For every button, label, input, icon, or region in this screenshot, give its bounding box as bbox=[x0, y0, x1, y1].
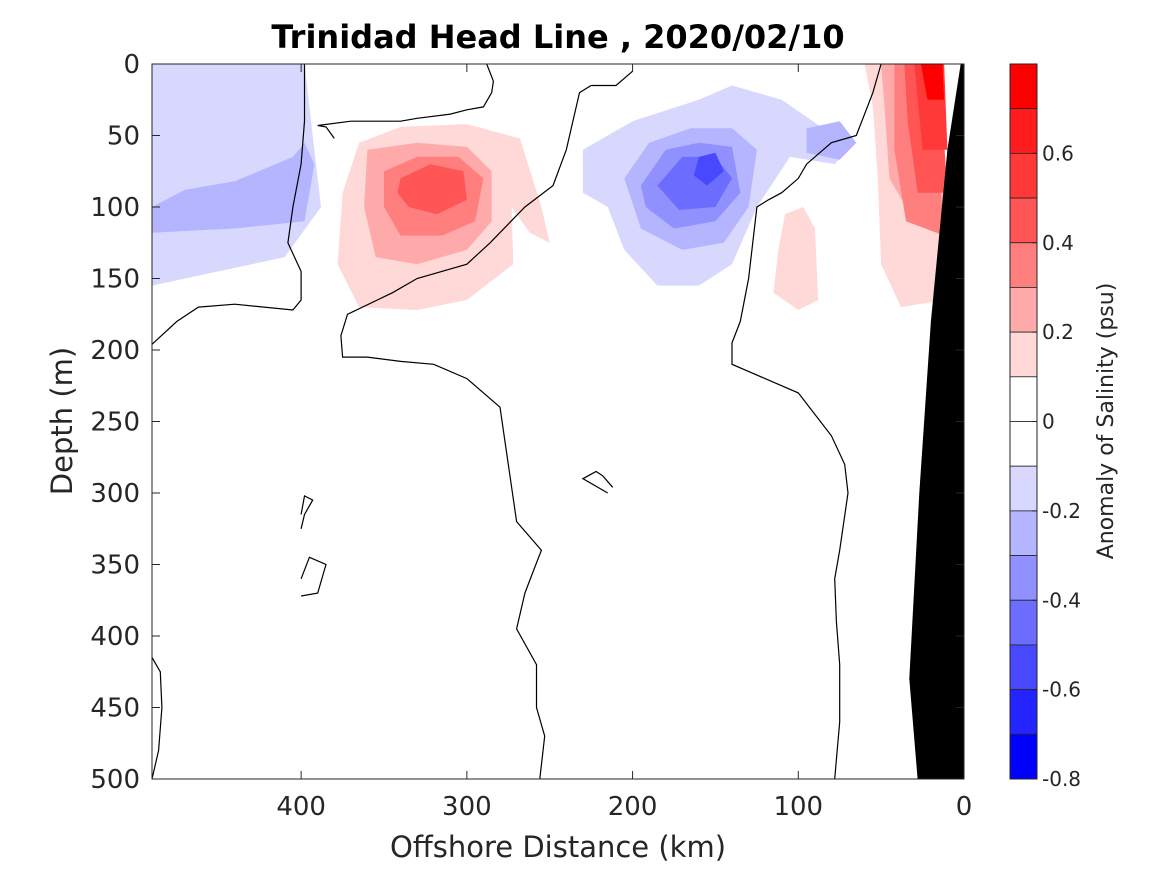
colorbar-swatch-5 bbox=[1009, 287, 1038, 333]
anomaly-region-18 bbox=[920, 64, 945, 100]
x-tick-label: 100 bbox=[773, 792, 823, 822]
y-tick-label: 100 bbox=[90, 193, 140, 223]
plot-area: 400 300 200 100 0 0 50 100 150 200 250 300 350 400 45… bbox=[90, 50, 972, 822]
x-axis: 400 300 200 100 0 bbox=[276, 64, 972, 822]
colorbar-swatch-1 bbox=[1009, 108, 1038, 154]
colorbar-swatch-6 bbox=[1009, 331, 1038, 378]
contour-fills bbox=[152, 64, 948, 310]
y-tick-label: 150 bbox=[90, 265, 140, 295]
x-axis-label: Offshore Distance (km) bbox=[390, 830, 726, 864]
colorbar-swatch-2 bbox=[1009, 152, 1038, 199]
y-tick-label: 350 bbox=[90, 551, 140, 581]
zero-contour-2 bbox=[340, 70, 633, 779]
landmass-shape bbox=[909, 64, 964, 779]
colorbar-swatch-9 bbox=[1009, 465, 1038, 512]
colorbar-swatch-10 bbox=[1009, 510, 1038, 556]
chart-title: Trinidad Head Line , 2020/02/10 bbox=[271, 18, 844, 56]
x-tick-label: 0 bbox=[956, 792, 973, 822]
colorbar-tick-label: -0.4 bbox=[1042, 588, 1081, 612]
colorbar-ticks: 0.6 0.4 0.2 0 -0.2 -0.4 -0.6 -0.8 bbox=[1032, 141, 1081, 791]
anomaly-region-10 bbox=[693, 152, 724, 186]
colorbar-tick-label: -0.2 bbox=[1042, 499, 1081, 523]
x-tick-label: 400 bbox=[276, 792, 326, 822]
colorbar-swatch-3 bbox=[1009, 197, 1038, 244]
colorbar-tick-label: 0.2 bbox=[1042, 320, 1074, 344]
x-tick-label: 300 bbox=[442, 792, 492, 822]
colorbar-tick-label: 0.6 bbox=[1042, 141, 1074, 165]
y-tick-label: 450 bbox=[90, 694, 140, 724]
colorbar-swatch-13 bbox=[1009, 644, 1038, 691]
y-tick-label: 50 bbox=[107, 122, 140, 152]
y-axis: 0 50 100 150 200 250 300 350 400 450 500 bbox=[90, 50, 964, 795]
colorbar-swatch-11 bbox=[1009, 555, 1038, 601]
colorbar-swatch-0 bbox=[1009, 63, 1038, 110]
colorbar-tick-label: 0.4 bbox=[1042, 231, 1074, 255]
anomaly-region-12 bbox=[773, 207, 819, 310]
colorbar-swatch-7 bbox=[1009, 376, 1038, 422]
anomaly-region-11 bbox=[806, 121, 857, 160]
zero-contour-5 bbox=[300, 494, 314, 529]
zero-contour-4 bbox=[152, 657, 163, 779]
y-axis-label: Depth (m) bbox=[45, 347, 79, 495]
y-tick-label: 300 bbox=[90, 479, 140, 509]
y-tick-label: 500 bbox=[90, 765, 140, 795]
zero-contour-lines bbox=[152, 64, 882, 779]
y-tick-label: 0 bbox=[123, 50, 140, 80]
zero-contour-3 bbox=[731, 64, 882, 779]
colorbar-swatch-14 bbox=[1009, 689, 1038, 735]
zero-contour-7 bbox=[581, 470, 614, 494]
colorbar-swatch-15 bbox=[1009, 733, 1038, 780]
colorbar-swatches bbox=[1009, 63, 1038, 780]
colorbar-tick-label: -0.6 bbox=[1042, 678, 1081, 702]
colorbar-swatch-4 bbox=[1009, 242, 1038, 288]
colorbar-tick-label: 0 bbox=[1042, 410, 1055, 434]
colorbar-swatch-8 bbox=[1009, 421, 1038, 467]
y-tick-label: 400 bbox=[90, 622, 140, 652]
anomaly-region-1 bbox=[152, 142, 315, 233]
zero-contour-6 bbox=[300, 556, 327, 597]
x-tick-label: 200 bbox=[608, 792, 658, 822]
anomaly-region-5 bbox=[397, 164, 467, 215]
colorbar-swatch-12 bbox=[1009, 599, 1038, 646]
zero-contour-1 bbox=[317, 64, 495, 139]
continental-shelf-landmass bbox=[909, 64, 964, 779]
y-tick-label: 250 bbox=[90, 408, 140, 438]
colorbar: 0.6 0.4 0.2 0 -0.2 -0.4 -0.6 -0.8 Anomaly of Sa… bbox=[1009, 63, 1119, 791]
zero-contour-0 bbox=[152, 64, 306, 345]
colorbar-label: Anomaly of Salinity (psu) bbox=[1094, 283, 1119, 560]
colorbar-tick-label: -0.8 bbox=[1042, 767, 1081, 791]
y-tick-label: 200 bbox=[90, 336, 140, 366]
